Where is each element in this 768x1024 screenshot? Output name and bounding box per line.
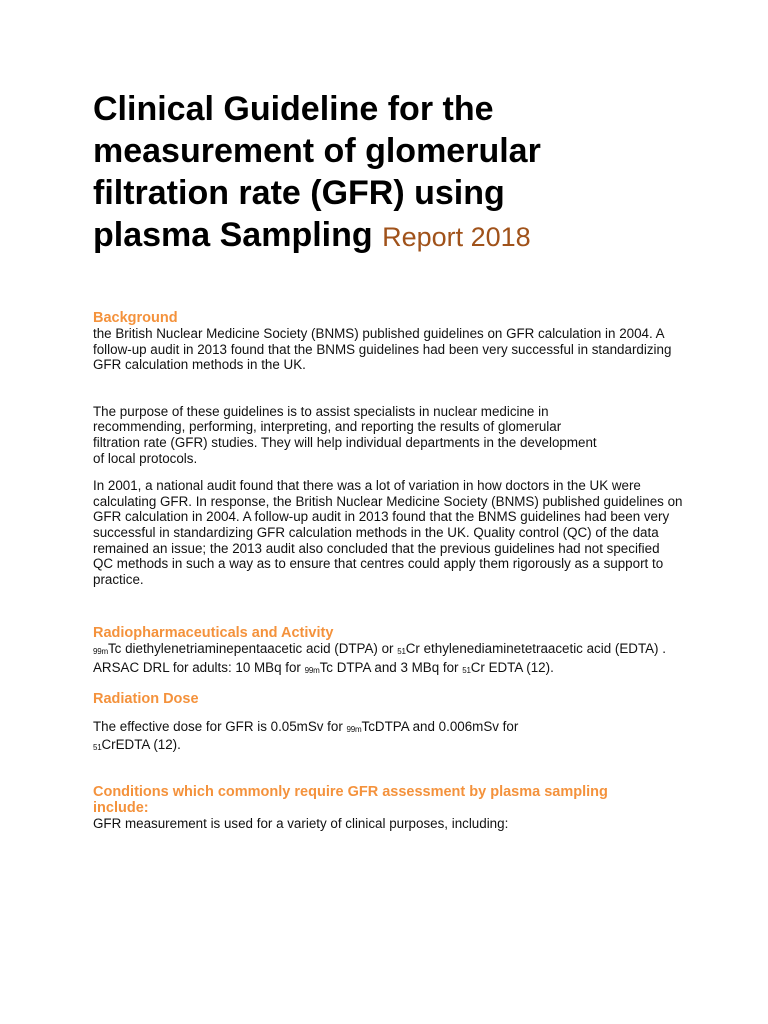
radiopharm-text-3: Tc DTPA and 3 MBq for — [319, 659, 463, 675]
radiation-dose-heading: Radiation Dose — [93, 690, 199, 707]
background-heading: Background — [93, 310, 178, 326]
radiopharmaceuticals-heading: Radiopharmaceuticals and Activity — [93, 625, 334, 642]
background-paragraph-1: the British Nuclear Medicine Society (BN… — [93, 326, 672, 373]
document-title: Clinical Guideline for the measurement o… — [93, 88, 573, 258]
isotope-cr51: 51 — [93, 743, 102, 753]
conditions-paragraph: GFR measurement is used for a variety of… — [93, 815, 509, 831]
isotope-tc99m: 99m — [93, 647, 108, 657]
background-paragraph-2: The purpose of these guidelines is to as… — [93, 403, 597, 466]
report-year: Report 2018 — [382, 222, 531, 252]
isotope-tc99m: 99m — [346, 724, 362, 734]
isotope-cr51: 51 — [397, 647, 406, 657]
isotope-tc99m: 99m — [304, 665, 320, 675]
radiopharm-text-4: Cr EDTA (12). — [470, 659, 554, 675]
radiopharm-text-2: Cr ethylenediaminetetraacetic acid (EDTA… — [93, 641, 666, 675]
radiopharm-text-1: Tc diethylenetriaminepentaacetic acid (D… — [107, 641, 398, 657]
background-paragraph-3: In 2001, a national audit found that the… — [93, 478, 683, 587]
dose-text-3: CrEDTA (12). — [101, 737, 181, 753]
radiation-dose-paragraph: The effective dose for GFR is 0.05mSv fo… — [93, 719, 563, 756]
dose-text-2: TcDTPA and 0.006mSv for — [361, 718, 519, 734]
dose-text-1: The effective dose for GFR is 0.05mSv fo… — [93, 718, 347, 734]
isotope-cr51: 51 — [462, 665, 471, 675]
conditions-heading: Conditions which commonly require GFR as… — [93, 783, 608, 816]
title-main: Clinical Guideline for the measurement o… — [93, 90, 541, 254]
radiopharmaceuticals-paragraph: 99mTc diethylenetriaminepentaacetic acid… — [93, 641, 693, 678]
document-page: Clinical Guideline for the measurement o… — [93, 88, 693, 831]
